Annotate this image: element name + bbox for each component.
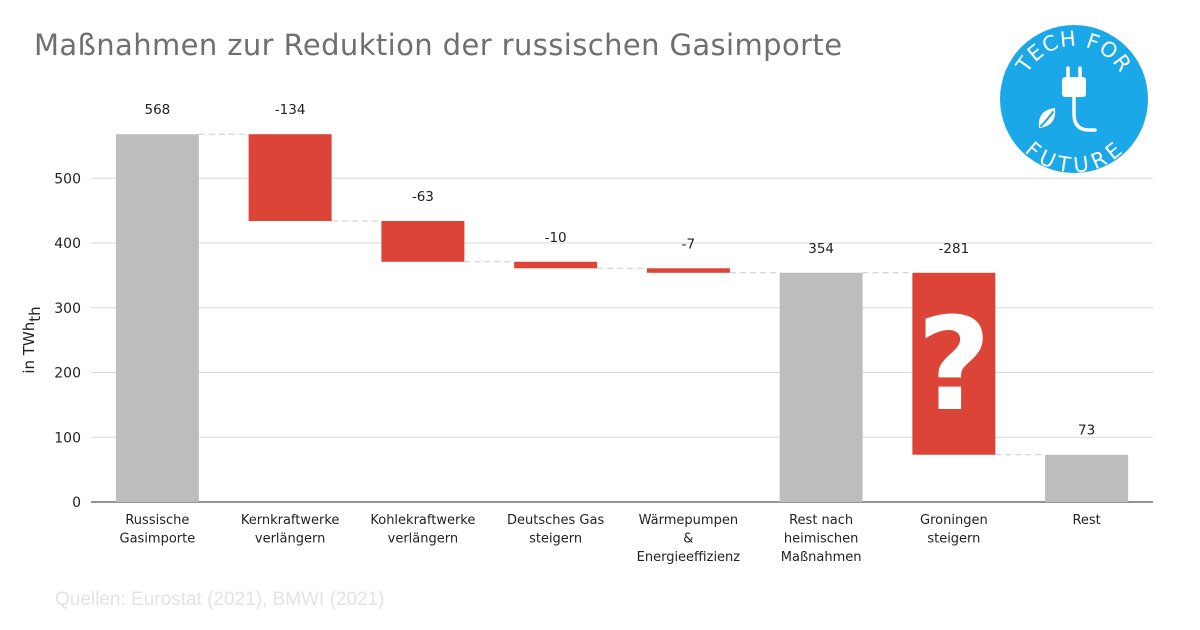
source-note: Quellen: Eurostat (2021), BMWI (2021) bbox=[55, 589, 385, 610]
x-category-label: Kohlekraftwerke verlängern bbox=[370, 513, 475, 547]
data-label: 73 bbox=[1078, 423, 1095, 439]
y-tick-label: 200 bbox=[54, 366, 81, 382]
x-category-label: Rest bbox=[1072, 513, 1100, 528]
y-tick-label: 400 bbox=[54, 236, 81, 252]
data-label: -281 bbox=[939, 241, 970, 257]
data-label: 354 bbox=[808, 241, 834, 257]
y-tick-label: 300 bbox=[54, 301, 81, 317]
x-category-label: Groningen steigern bbox=[920, 513, 988, 547]
connector-lines bbox=[198, 133, 1046, 456]
x-category-label: Rest nach heimischen Maßnahmen bbox=[781, 513, 862, 565]
y-axis-title: in TWhth bbox=[20, 306, 44, 373]
data-label: -134 bbox=[275, 102, 306, 118]
x-category-label: Russische Gasimporte bbox=[120, 513, 196, 547]
data-label: 568 bbox=[144, 102, 170, 118]
labels: 0 100 200 300 400 500 568 Russische Gasimporte -1… bbox=[54, 102, 1101, 565]
y-tick-label: 500 bbox=[54, 171, 81, 187]
data-label: -63 bbox=[412, 189, 434, 205]
y-tick-label: 0 bbox=[72, 495, 81, 511]
bar-decrease bbox=[912, 272, 996, 455]
bar-total bbox=[1045, 454, 1129, 502]
data-label: -10 bbox=[545, 230, 567, 246]
tech-for-future-logo: TECH FOR FUTURE bbox=[1000, 25, 1148, 174]
x-category-label: Kernkraftwerke verlängern bbox=[241, 513, 340, 547]
bar-total bbox=[779, 272, 863, 502]
x-category-label: Deutsches Gas steigern bbox=[507, 513, 604, 547]
bar-decrease bbox=[646, 268, 730, 273]
y-tick-label: 100 bbox=[54, 430, 81, 446]
chart-title: Maßnahmen zur Reduktion der russischen G… bbox=[34, 28, 843, 62]
bars bbox=[115, 134, 1129, 502]
bar-total bbox=[115, 134, 199, 502]
bar-decrease bbox=[514, 261, 598, 269]
bar-decrease bbox=[381, 220, 465, 262]
bar-decrease bbox=[248, 134, 332, 221]
grid-lines bbox=[91, 177, 1153, 503]
data-label: -7 bbox=[682, 236, 695, 252]
plug-leaf-icon bbox=[1038, 66, 1097, 132]
question-mark-overlay: ? bbox=[917, 291, 991, 440]
x-category-label: Wärmepumpen & Energieeffizienz bbox=[637, 513, 741, 565]
